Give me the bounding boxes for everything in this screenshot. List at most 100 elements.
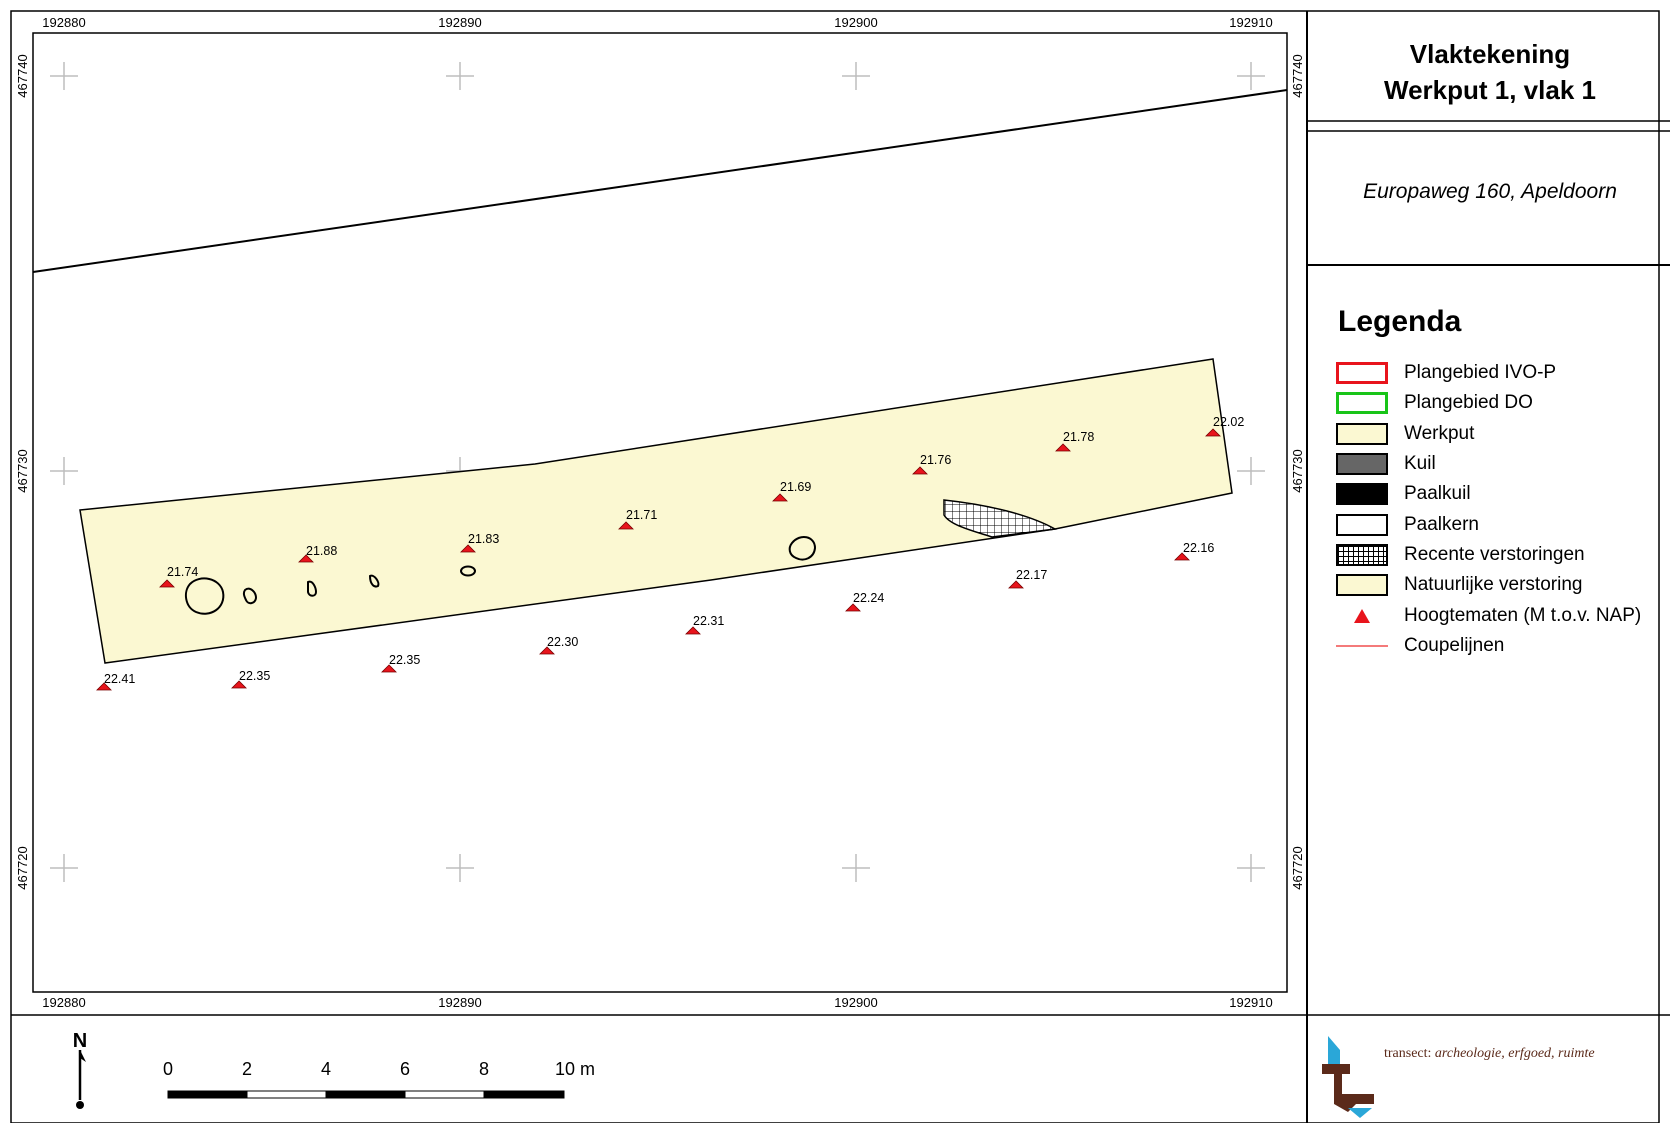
werkput-polygon bbox=[79, 358, 1233, 664]
height-point: 22.41 bbox=[96, 672, 135, 691]
legend-item: Plangebied IVO-P bbox=[1336, 358, 1641, 388]
scale-label: 10 m bbox=[555, 1059, 595, 1079]
height-label: 22.35 bbox=[239, 669, 270, 683]
legend-label: Recente verstoringen bbox=[1404, 543, 1585, 565]
triangle-icon bbox=[1336, 608, 1388, 623]
x-tick-bottom: 192910 bbox=[1229, 995, 1272, 1010]
height-label: 21.78 bbox=[1063, 430, 1094, 444]
height-points: 21.74 21.88 21.83 21.71 21.69 21.76 21.7… bbox=[96, 415, 1244, 691]
legend-label: Hoogtematen (M t.o.v. NAP) bbox=[1404, 604, 1642, 626]
height-point: 21.76 bbox=[912, 453, 951, 475]
legend-item: Recente verstoringen bbox=[1336, 540, 1641, 570]
height-label: 21.88 bbox=[306, 544, 337, 558]
feature-pit-4 bbox=[460, 565, 476, 577]
legend-label: Kuil bbox=[1404, 453, 1436, 475]
height-label: 22.30 bbox=[547, 635, 578, 649]
recent-disturbance bbox=[943, 499, 1058, 538]
legend-item: Plangebied DO bbox=[1336, 388, 1641, 418]
legend-item: Hoogtematen (M t.o.v. NAP) bbox=[1336, 600, 1641, 630]
boundary-line bbox=[32, 89, 1288, 273]
height-point: 22.24 bbox=[845, 591, 884, 612]
scale-label: 8 bbox=[479, 1059, 489, 1079]
feature-pit-5 bbox=[788, 536, 817, 561]
legend-item: Coupelijnen bbox=[1336, 631, 1641, 661]
feature-pit-3 bbox=[368, 574, 380, 588]
transect-logo-icon bbox=[1322, 1036, 1374, 1118]
height-point: 22.31 bbox=[685, 614, 724, 635]
legend-label: Plangebied DO bbox=[1404, 392, 1533, 414]
x-tick-top: 192910 bbox=[1229, 15, 1272, 30]
legend-item: Paalkern bbox=[1336, 509, 1641, 539]
y-tick-right: 467720 bbox=[1290, 846, 1305, 889]
legend-title: Legenda bbox=[1338, 305, 1462, 338]
scale-bar: 0 2 4 6 8 10 m bbox=[163, 1059, 595, 1099]
height-point: 21.71 bbox=[618, 508, 657, 530]
coord-labels: 192880 192890 192900 192910 192880 19289… bbox=[15, 15, 1305, 1010]
logo-tagline: archeologie, erfgoed, ruimte bbox=[1434, 1046, 1595, 1061]
legend-label: Paalkuil bbox=[1404, 483, 1471, 505]
scale-label: 2 bbox=[242, 1059, 252, 1079]
legend-item: Natuurlijke verstoring bbox=[1336, 570, 1641, 600]
height-label: 21.76 bbox=[920, 453, 951, 467]
legend-label: Plangebied IVO-P bbox=[1404, 362, 1557, 384]
height-label: 22.24 bbox=[853, 591, 884, 605]
height-point: 22.17 bbox=[1008, 568, 1047, 589]
legend-symbol bbox=[1336, 574, 1388, 597]
legend-symbol bbox=[1336, 362, 1388, 385]
x-tick-bottom: 192880 bbox=[42, 995, 85, 1010]
height-point: 21.78 bbox=[1055, 430, 1094, 452]
map-title-line2: Werkput 1, vlak 1 bbox=[1384, 75, 1596, 105]
feature-pit-large bbox=[184, 577, 225, 615]
logo-text: transect: archeologie, erfgoed, ruimte bbox=[1384, 1046, 1595, 1062]
height-point: 21.83 bbox=[460, 532, 499, 553]
legend-symbol bbox=[1336, 392, 1388, 415]
x-tick-top: 192880 bbox=[42, 15, 85, 30]
height-label: 21.83 bbox=[468, 532, 499, 546]
x-tick-top: 192890 bbox=[438, 15, 481, 30]
north-arrow-icon: N bbox=[73, 1030, 87, 1109]
height-point: 22.02 bbox=[1205, 415, 1244, 437]
features bbox=[184, 536, 817, 615]
legend-symbol bbox=[1336, 513, 1388, 536]
height-label: 21.71 bbox=[626, 508, 657, 522]
north-label: N bbox=[73, 1030, 87, 1052]
map-title-line1: Vlaktekening bbox=[1409, 39, 1571, 69]
height-point: 21.69 bbox=[772, 480, 811, 502]
legend-symbol bbox=[1336, 422, 1388, 445]
scale-label: 0 bbox=[163, 1059, 173, 1079]
height-label: 21.74 bbox=[167, 565, 198, 579]
legend-symbol bbox=[1336, 543, 1388, 566]
legend: Plangebied IVO-P Plangebied DO Werkput K… bbox=[1336, 358, 1641, 661]
height-label: 22.35 bbox=[389, 653, 420, 667]
height-point: 22.35 bbox=[381, 653, 420, 673]
y-tick-left: 467740 bbox=[15, 54, 30, 97]
scale-label: 4 bbox=[321, 1059, 331, 1079]
legend-symbol bbox=[1336, 453, 1388, 476]
legend-symbol bbox=[1336, 483, 1388, 506]
logo-name: transect: bbox=[1384, 1046, 1432, 1061]
x-tick-bottom: 192900 bbox=[834, 995, 877, 1010]
x-tick-top: 192900 bbox=[834, 15, 877, 30]
x-tick-bottom: 192890 bbox=[438, 995, 481, 1010]
legend-label: Werkput bbox=[1404, 422, 1475, 444]
height-label: 22.17 bbox=[1016, 568, 1047, 582]
legend-label: Coupelijnen bbox=[1404, 634, 1505, 656]
height-label: 22.41 bbox=[104, 672, 135, 686]
y-tick-left: 467720 bbox=[15, 846, 30, 889]
scale-label: 6 bbox=[400, 1059, 410, 1079]
y-tick-right: 467730 bbox=[1290, 449, 1305, 492]
height-point: 21.74 bbox=[159, 565, 198, 588]
legend-item: Kuil bbox=[1336, 449, 1641, 479]
legend-label: Natuurlijke verstoring bbox=[1404, 574, 1583, 596]
height-label: 22.31 bbox=[693, 614, 724, 628]
height-label: 22.02 bbox=[1213, 415, 1244, 429]
height-point: 22.30 bbox=[539, 635, 578, 655]
y-tick-left: 467730 bbox=[15, 449, 30, 492]
feature-pit-1 bbox=[242, 587, 258, 605]
legend-item: Paalkuil bbox=[1336, 479, 1641, 509]
legend-label: Paalkern bbox=[1404, 513, 1479, 535]
height-label: 21.69 bbox=[780, 480, 811, 494]
height-point: 22.35 bbox=[231, 669, 270, 689]
site-address: Europaweg 160, Apeldoorn bbox=[1363, 180, 1617, 203]
